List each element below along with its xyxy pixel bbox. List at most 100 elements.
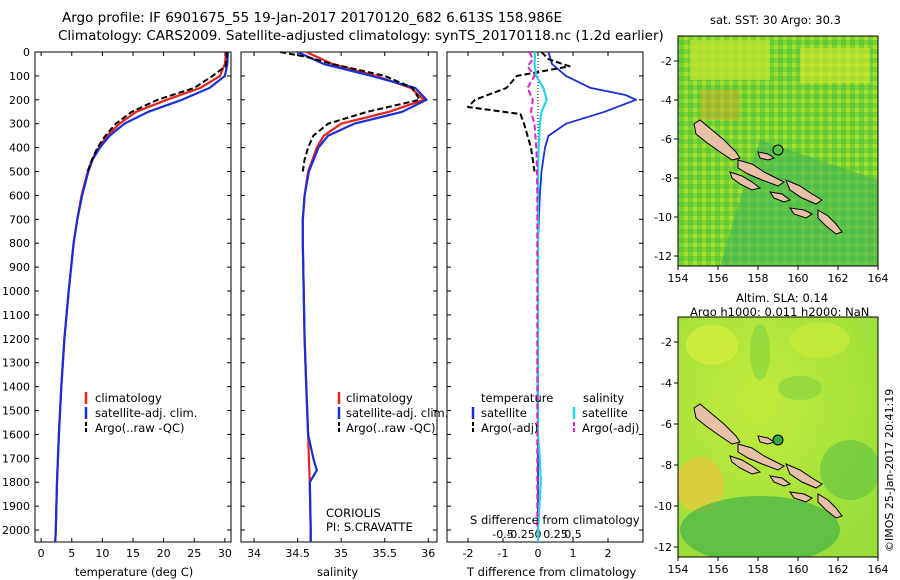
x-tick-label-s: 0.5	[564, 528, 582, 541]
x-tick-label: 35	[334, 547, 348, 560]
series-line	[467, 52, 571, 172]
x-tick-label-s: -0.5	[492, 528, 513, 541]
island	[788, 491, 813, 503]
annotation-pi: PI: S.CRAVATTE	[326, 520, 413, 534]
map-y-tick-label: -4	[661, 94, 672, 107]
x-tick-label: 34	[247, 547, 261, 560]
x-tick-label: 0	[38, 547, 45, 560]
axes-layer: 0100200300400500600700800900100011001200…	[2, 46, 643, 560]
legend-label-t-argo: Argo(-adj)	[481, 421, 538, 435]
x-tick-label: 30	[218, 547, 232, 560]
y-tick-label: 1500	[2, 405, 30, 418]
map-x-tick-label: 162	[828, 272, 849, 285]
y-tick-label: 200	[9, 94, 30, 107]
island	[737, 443, 785, 471]
x-tick-label: 34.5	[285, 547, 310, 560]
sla-low-patch	[778, 376, 822, 400]
sla-low-patch	[750, 324, 770, 380]
map-y-tick-label: -6	[661, 133, 672, 146]
legend-label-climatology: climatology	[346, 391, 413, 405]
y-tick-label: 1700	[2, 452, 30, 465]
sst-map-title: sat. SST: 30 Argo: 30.3	[710, 13, 841, 27]
temperature-axis-label: temperature (deg C)	[75, 565, 193, 579]
y-tick-label: 1600	[2, 428, 30, 441]
sla-map-frame	[677, 316, 879, 558]
legend-title-temperature: temperature	[481, 391, 553, 405]
temperature-panel-frame	[34, 51, 232, 543]
legend-label-t-satellite: satellite	[481, 406, 527, 420]
map-x-tick-label: 160	[788, 563, 809, 576]
series-group-difference	[467, 52, 637, 542]
salinity-axis-label: salinity	[317, 565, 358, 579]
legend-label-argo: Argo(..raw -QC)	[346, 421, 436, 435]
island	[729, 455, 762, 475]
y-tick-label: 1000	[2, 285, 30, 298]
map-x-tick-label: 158	[748, 563, 769, 576]
map-x-tick-label: 164	[868, 272, 889, 285]
series-line	[297, 52, 428, 542]
sst-map-ticks: 154 156 158 160 162 164 -2 -4 -6 -8 -10 -12	[654, 55, 888, 285]
map-y-tick-label: -10	[654, 211, 672, 224]
series-line	[86, 52, 228, 172]
y-tick-label: 1200	[2, 333, 30, 346]
island	[788, 207, 813, 219]
map-x-tick-label: 156	[708, 272, 729, 285]
x-tick-label: -1	[498, 547, 509, 560]
sla-map-ticks: 154 156 158 160 162 164 -2 -4 -6 -8 -10 -12	[654, 336, 888, 576]
x-tick-label: 36	[421, 547, 435, 560]
profile-lines-layer	[54, 52, 637, 542]
y-tick-label: 1300	[2, 357, 30, 370]
map-y-tick-label: -8	[661, 172, 672, 185]
island	[817, 493, 843, 519]
island	[693, 119, 741, 161]
legend-label-argo: Argo(..raw -QC)	[95, 421, 185, 435]
legend-label-climatology: climatology	[95, 391, 162, 405]
map-x-tick-label: 154	[668, 563, 689, 576]
sst-map-frame	[677, 35, 879, 267]
sst-warm-patch	[800, 48, 870, 83]
map-y-tick-label: -6	[661, 418, 672, 431]
legend-label-satellite-adj: satellite-adj. clim.	[95, 406, 197, 420]
sla-map-title-2: Argo h1000: 0.011 h2000: NaN	[690, 305, 869, 319]
island	[737, 159, 785, 187]
y-tick-label: 700	[9, 213, 30, 226]
island	[785, 463, 823, 489]
map-y-tick-label: -12	[654, 541, 672, 554]
annotation-coriolis: CORIOLIS	[326, 506, 381, 520]
island	[817, 209, 843, 235]
y-tick-label: 2000	[2, 524, 30, 537]
y-tick-label: 0	[23, 46, 30, 59]
island	[729, 171, 762, 191]
salinity-panel-frame	[240, 51, 438, 543]
x-tick-label: 25	[187, 547, 201, 560]
x-tick-label: -2	[463, 547, 474, 560]
x-tick-label: 15	[126, 547, 140, 560]
x-tick-label-s: 0.25	[543, 528, 568, 541]
map-y-tick-label: -2	[661, 336, 672, 349]
x-tick-label: 20	[157, 547, 171, 560]
x-tick-label: 0	[535, 547, 542, 560]
series-line	[301, 52, 425, 542]
island	[757, 435, 776, 445]
x-tick-label: 2	[605, 547, 612, 560]
x-tick-label: 5	[68, 547, 75, 560]
island	[757, 151, 776, 161]
island	[785, 179, 823, 205]
y-tick-label: 600	[9, 189, 30, 202]
island-group	[693, 119, 843, 235]
sla-map-title-1: Altim. SLA: 0.14	[736, 291, 828, 305]
sst-warm-patch	[690, 40, 770, 80]
series-line	[537, 52, 637, 542]
sst-map	[678, 36, 878, 266]
map-x-tick-label: 160	[788, 272, 809, 285]
series-line	[526, 52, 539, 530]
map-y-tick-label: -8	[661, 459, 672, 472]
series-group-temperature	[54, 52, 229, 542]
sst-warm-patch	[700, 90, 740, 120]
x-tick-label: 1	[570, 547, 577, 560]
y-tick-label: 800	[9, 237, 30, 250]
legend-label-s-satellite: satellite	[582, 406, 628, 420]
y-tick-label: 400	[9, 142, 30, 155]
map-y-tick-label: -10	[654, 500, 672, 513]
